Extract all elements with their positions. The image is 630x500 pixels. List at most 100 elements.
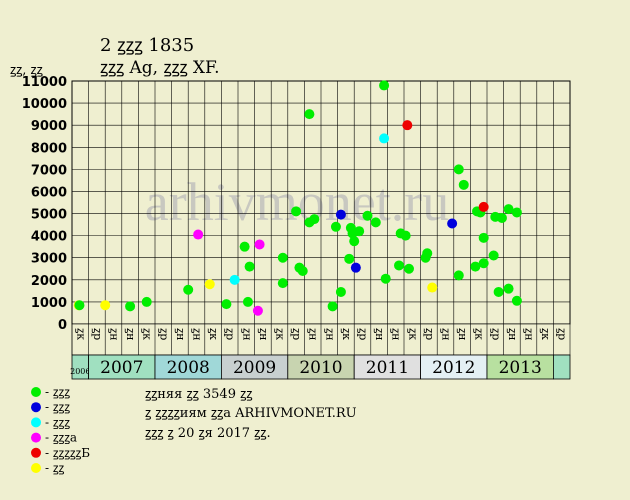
data-point — [379, 133, 390, 144]
year-bands: 2006 2007 2008 2009 2010 2011 2012 2013 — [70, 354, 571, 380]
x-tick-label: ꙁр — [157, 328, 170, 340]
data-point — [74, 300, 85, 311]
x-tick-label: ꙁк — [141, 328, 154, 340]
data-point — [400, 230, 411, 241]
x-tick-label: ꙁн — [124, 328, 137, 341]
y-tick-label: 11000 — [22, 75, 67, 90]
y-tick-label: 8000 — [31, 141, 67, 156]
data-point — [350, 262, 361, 273]
year-label: 2006 — [70, 367, 90, 376]
x-tick-label: ꙁн — [323, 328, 336, 341]
chart-subtitle: ꙁꙁꙁ Ag, ꙁꙁꙁ XF. — [100, 58, 220, 78]
y-tick-label: 7000 — [31, 163, 67, 178]
data-point — [242, 296, 253, 307]
data-point — [379, 80, 390, 91]
data-point — [422, 248, 433, 259]
footer-source: ꙁ ꙁꙁꙁꙁиям ꙁꙁа ARHIVMONET.RU — [145, 406, 357, 421]
y-tick-label: 4000 — [31, 230, 67, 245]
data-point — [488, 250, 499, 261]
data-point — [380, 273, 391, 284]
data-point — [309, 214, 320, 225]
legend-label: - ꙁꙁ — [45, 461, 65, 475]
x-tick-label: ꙁн — [174, 328, 187, 341]
data-point — [221, 299, 232, 310]
data-point — [453, 164, 464, 175]
x-tick-label: ꙁр — [489, 328, 502, 340]
x-tick-label: ꙁр — [357, 328, 370, 340]
data-point — [362, 210, 373, 221]
data-point — [427, 282, 438, 293]
x-tick-label: ꙁк — [406, 328, 419, 340]
y-tick-label: 1000 — [31, 296, 67, 311]
footer-date: ꙁꙁꙁ ꙁ 20 ꙁя 2017 ꙁꙁ. — [145, 426, 271, 441]
data-point — [183, 284, 194, 295]
legend-marker — [31, 402, 41, 413]
data-point — [503, 204, 514, 215]
year-band — [553, 354, 571, 380]
x-tick-label: ꙁн — [307, 328, 320, 341]
legend-label: - ꙁꙁꙁ — [45, 400, 70, 414]
y-axis-unit: ꙁꙁ, ꙁꙁ — [10, 63, 43, 78]
legend: - ꙁꙁꙁ- ꙁꙁꙁ- ꙁꙁꙁ- ꙁꙁꙁа- ꙁꙁꙁꙁꙁБ- ꙁꙁ — [31, 385, 90, 475]
data-point — [229, 274, 240, 285]
y-axis: 0 1000 2000 3000 4000 5000 6000 7000 8000 9000 100… — [22, 75, 67, 333]
x-tick-label: ꙁк — [207, 328, 220, 340]
data-point — [453, 270, 464, 281]
data-point — [478, 258, 489, 269]
x-tick-label: ꙁр — [423, 328, 436, 340]
data-point — [370, 217, 381, 228]
x-tick-label: ꙁн — [440, 328, 453, 341]
year-band — [154, 354, 222, 380]
data-point — [403, 263, 414, 274]
year-label: 2009 — [233, 358, 276, 378]
year-label: 2011 — [366, 358, 409, 378]
y-tick-label: 5000 — [31, 208, 67, 223]
data-point — [239, 241, 250, 252]
x-tick-label: ꙁн — [240, 328, 253, 341]
y-tick-label: 3000 — [31, 252, 67, 267]
data-point — [277, 252, 288, 263]
legend-marker — [31, 387, 41, 397]
x-tick-label: ꙁк — [539, 328, 552, 340]
data-point — [511, 295, 522, 306]
x-tick-label: ꙁк — [340, 328, 353, 340]
x-tick-label: ꙁн — [257, 328, 270, 341]
data-point — [470, 261, 481, 272]
legend-marker — [31, 417, 41, 428]
year-label: 2013 — [499, 358, 542, 378]
data-point — [447, 218, 458, 229]
y-tick-label: 2000 — [31, 274, 67, 289]
data-point — [511, 207, 522, 218]
data-point — [478, 232, 489, 243]
year-label: 2008 — [167, 358, 210, 378]
y-tick-label: 0 — [58, 318, 67, 333]
data-point — [496, 212, 507, 223]
legend-label: - ꙁꙁꙁꙁꙁБ — [45, 446, 90, 460]
year-band — [287, 354, 355, 380]
data-point — [493, 286, 504, 297]
data-point — [344, 253, 355, 264]
year-band — [486, 354, 554, 380]
footer-average: ꙁꙁняя ꙁꙁ 3549 ꙁꙁ — [145, 387, 253, 402]
x-tick-label: ꙁр — [91, 328, 104, 340]
x-tick-label: ꙁр — [290, 328, 303, 340]
data-point — [330, 221, 341, 232]
year-band — [353, 354, 422, 380]
legend-label: - ꙁꙁꙁ — [45, 415, 70, 429]
data-point — [304, 109, 315, 120]
data-point — [125, 301, 136, 312]
legend-label: - ꙁꙁꙁа — [45, 431, 77, 445]
data-point — [335, 209, 346, 220]
year-label: 2012 — [432, 358, 475, 378]
year-label: 2007 — [100, 358, 143, 378]
data-point — [277, 278, 288, 289]
x-tick-label: ꙁр — [224, 328, 237, 340]
data-point — [291, 206, 302, 217]
data-point — [244, 261, 255, 272]
y-tick-label: 6000 — [31, 185, 67, 200]
data-point — [394, 260, 405, 271]
data-point — [100, 300, 111, 311]
x-tick-label: ꙁн — [191, 328, 204, 341]
chart-title: 2 ꙁꙁꙁ 1835 — [100, 35, 195, 56]
